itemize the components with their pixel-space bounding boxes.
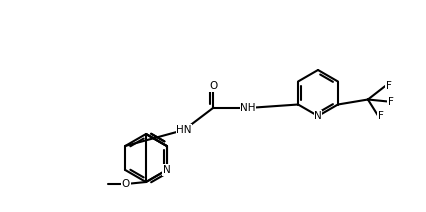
Text: O: O bbox=[209, 81, 217, 91]
Text: F: F bbox=[388, 96, 394, 106]
Text: NH: NH bbox=[240, 103, 256, 113]
Text: HN: HN bbox=[176, 125, 192, 135]
Text: F: F bbox=[386, 81, 392, 91]
Text: O: O bbox=[122, 179, 130, 189]
Text: F: F bbox=[378, 110, 384, 120]
Text: N: N bbox=[314, 111, 322, 121]
Text: N: N bbox=[163, 165, 171, 175]
